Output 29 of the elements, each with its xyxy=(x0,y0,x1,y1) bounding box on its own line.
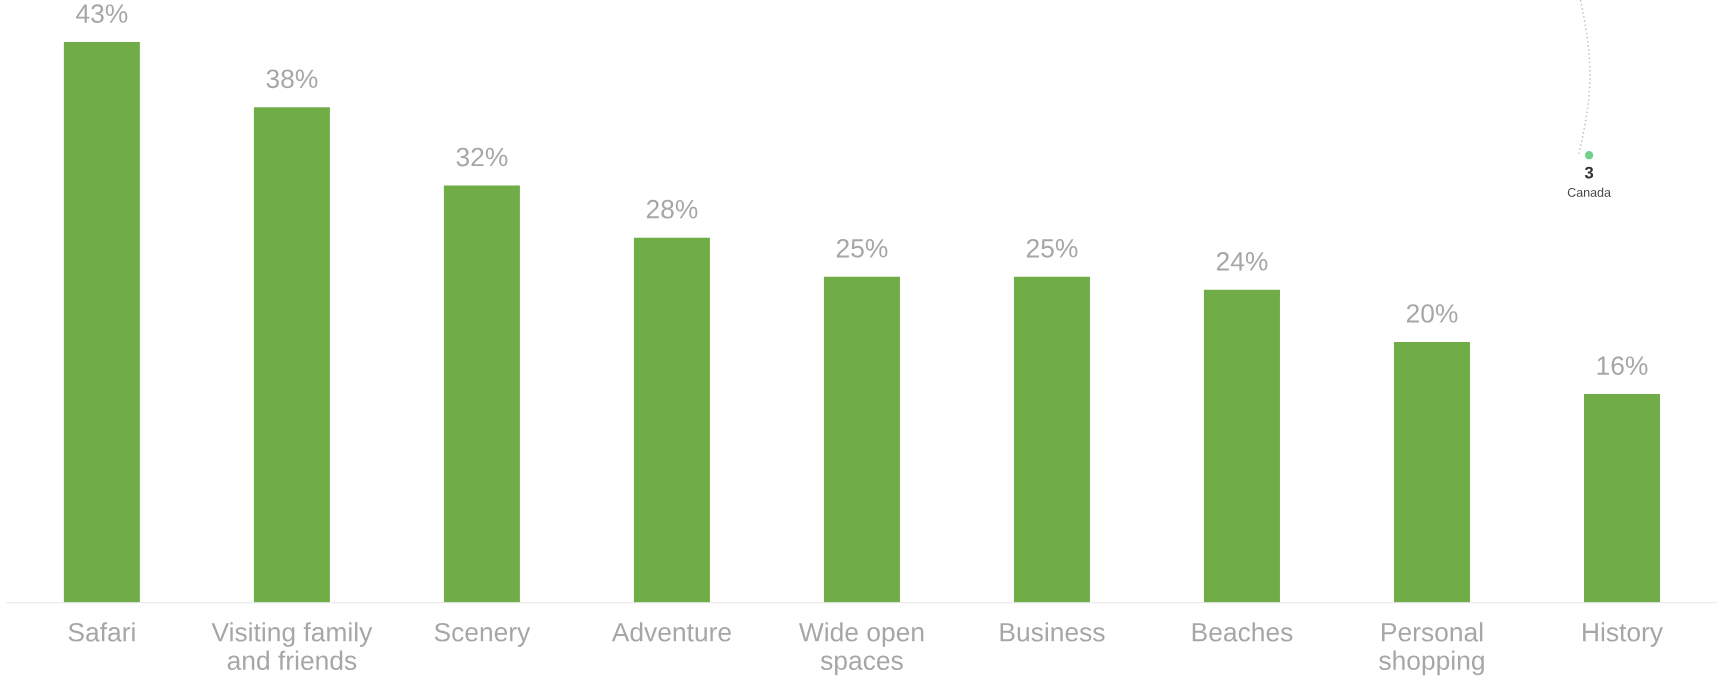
bar xyxy=(253,107,330,603)
bar xyxy=(1583,394,1660,603)
bar xyxy=(443,185,520,603)
bar xyxy=(823,276,900,603)
x-tick-label: Safari xyxy=(68,622,135,642)
bar xyxy=(1203,289,1280,603)
annotation: 3 xyxy=(1584,166,1594,179)
data-label: 25% xyxy=(836,238,888,258)
bar xyxy=(63,42,140,603)
data-label: 38% xyxy=(266,69,318,89)
annotation: Canada xyxy=(1567,187,1611,197)
data-label: 20% xyxy=(1406,304,1458,323)
x-tick-label: Personal shopping xyxy=(1379,622,1484,676)
data-label: 43% xyxy=(76,4,128,23)
data-label: 28% xyxy=(646,199,698,219)
x-tick-label: Scenery xyxy=(434,622,531,647)
bar xyxy=(633,237,710,603)
data-label: 25% xyxy=(1026,238,1078,258)
x-tick-label: Wide open spaces xyxy=(798,622,924,676)
x-tick-label: Adventure xyxy=(611,622,731,642)
x-tick-label: History xyxy=(1583,622,1663,647)
data-label: 32% xyxy=(456,147,508,167)
data-label: 16% xyxy=(1597,356,1648,375)
data-label: 24% xyxy=(1216,252,1268,271)
x-tick-label: Business xyxy=(1000,622,1105,642)
x-tick-label: Beaches xyxy=(1192,622,1293,642)
bar xyxy=(1393,341,1470,603)
bar xyxy=(1013,276,1090,603)
x-tick-label: Visiting family and friends xyxy=(211,622,373,670)
